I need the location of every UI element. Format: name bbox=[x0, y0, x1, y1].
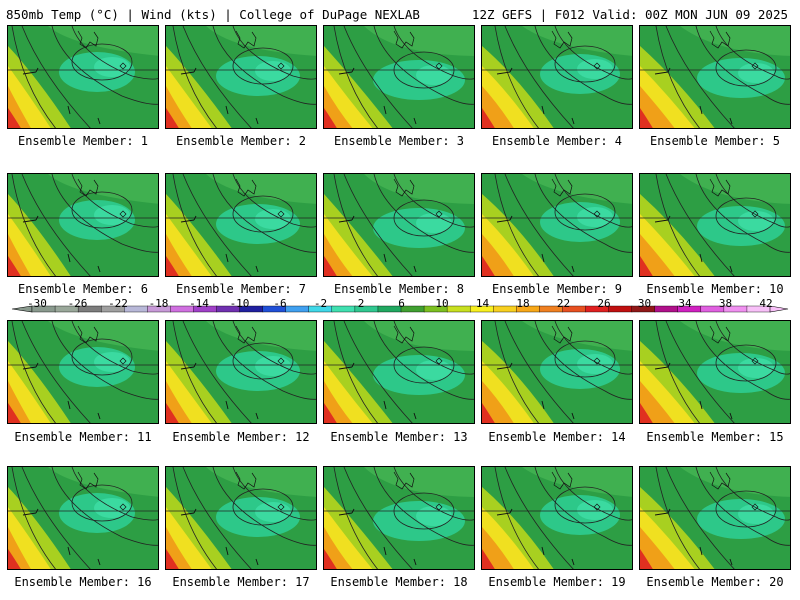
ensemble-member-label: Ensemble Member: 3 bbox=[333, 134, 465, 148]
colorbar-tick: 18 bbox=[516, 297, 530, 310]
ensemble-member-label: Ensemble Member: 20 bbox=[646, 575, 784, 589]
ensemble-map-panel bbox=[165, 320, 317, 424]
ensemble-member-label: Ensemble Member: 16 bbox=[14, 575, 152, 589]
colorbar-tick: -26 bbox=[67, 297, 88, 310]
ensemble-map-panel bbox=[639, 25, 791, 129]
colorbar-tick: 30 bbox=[637, 297, 652, 310]
ensemble-map-panel bbox=[323, 466, 475, 570]
ensemble-map-panel bbox=[7, 173, 159, 277]
colorbar-tick: 10 bbox=[435, 297, 449, 310]
colorbar-tick: 22 bbox=[556, 297, 571, 310]
ensemble-map-panel bbox=[481, 25, 633, 129]
map-title: 850mb Temp (°C) | Wind (kts) | College o… bbox=[6, 7, 420, 22]
ensemble-map-panel bbox=[7, 466, 159, 570]
ensemble-map-panel bbox=[481, 173, 633, 277]
ensemble-map-panel bbox=[639, 320, 791, 424]
ensemble-member-label: Ensemble Member: 5 bbox=[649, 134, 781, 148]
ensemble-map-panel bbox=[165, 25, 317, 129]
ensemble-map-panel bbox=[7, 25, 159, 129]
ensemble-map-panel bbox=[639, 466, 791, 570]
ensemble-map-panel bbox=[481, 320, 633, 424]
ensemble-member-label: Ensemble Member: 10 bbox=[646, 282, 784, 296]
colorbar-tick: -22 bbox=[108, 297, 128, 310]
colorbar-tick: 42 bbox=[759, 297, 773, 310]
temperature-colorbar bbox=[11, 305, 789, 313]
colorbar-tick: -18 bbox=[148, 297, 169, 310]
colorbar-tick: 26 bbox=[597, 297, 611, 310]
colorbar-tick: -14 bbox=[189, 297, 209, 310]
ensemble-member-label: Ensemble Member: 2 bbox=[175, 134, 307, 148]
ensemble-member-label: Ensemble Member: 4 bbox=[491, 134, 623, 148]
colorbar-tick: 38 bbox=[718, 297, 733, 310]
ensemble-member-label: Ensemble Member: 19 bbox=[488, 575, 626, 589]
ensemble-map-panel bbox=[639, 173, 791, 277]
ensemble-member-label: Ensemble Member: 8 bbox=[333, 282, 465, 296]
ensemble-member-label: Ensemble Member: 1 bbox=[17, 134, 149, 148]
ensemble-member-label: Ensemble Member: 14 bbox=[488, 430, 626, 444]
ensemble-member-label: Ensemble Member: 12 bbox=[172, 430, 310, 444]
ensemble-member-label: Ensemble Member: 7 bbox=[175, 282, 307, 296]
colorbar-tick: 6 bbox=[398, 297, 405, 310]
ensemble-member-label: Ensemble Member: 9 bbox=[491, 282, 623, 296]
colorbar-tick: -30 bbox=[27, 297, 47, 310]
ensemble-member-label: Ensemble Member: 11 bbox=[14, 430, 152, 444]
ensemble-map-panel bbox=[165, 173, 317, 277]
colorbar-tick: -10 bbox=[229, 297, 250, 310]
model-run-info: 12Z GEFS | F012 Valid: 00Z MON JUN 09 20… bbox=[471, 7, 788, 22]
ensemble-member-label: Ensemble Member: 13 bbox=[330, 430, 468, 444]
colorbar-tick: 14 bbox=[475, 297, 490, 310]
ensemble-map-panel bbox=[323, 320, 475, 424]
ensemble-member-label: Ensemble Member: 18 bbox=[330, 575, 468, 589]
ensemble-map-panel bbox=[7, 320, 159, 424]
ensemble-member-label: Ensemble Member: 6 bbox=[17, 282, 149, 296]
colorbar-tick: -2 bbox=[313, 297, 328, 310]
colorbar-tick: 34 bbox=[678, 297, 692, 310]
ensemble-map-panel bbox=[165, 466, 317, 570]
ensemble-map-panel bbox=[323, 25, 475, 129]
ensemble-map-panel bbox=[481, 466, 633, 570]
colorbar-tick: 2 bbox=[357, 297, 365, 310]
ensemble-member-label: Ensemble Member: 17 bbox=[172, 575, 310, 589]
ensemble-member-label: Ensemble Member: 15 bbox=[646, 430, 784, 444]
colorbar-tick: -6 bbox=[273, 297, 287, 310]
ensemble-map-panel bbox=[323, 173, 475, 277]
